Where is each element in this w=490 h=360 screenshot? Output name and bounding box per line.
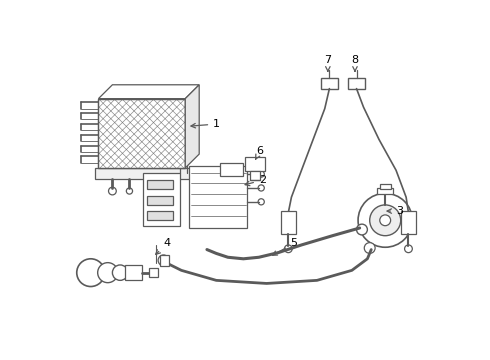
Bar [250,171,260,180]
Circle shape [108,187,116,195]
Bar [380,184,391,189]
Circle shape [258,171,264,177]
Circle shape [251,160,259,168]
Circle shape [150,269,158,276]
Circle shape [77,259,105,287]
Bar [189,166,247,228]
Bar [147,211,173,220]
Bar [220,163,244,176]
Circle shape [126,188,133,194]
Text: 3: 3 [387,206,403,216]
Text: 1: 1 [191,119,220,129]
Circle shape [357,224,368,235]
Bar [98,99,185,168]
Circle shape [358,193,412,247]
Circle shape [158,255,169,266]
Circle shape [112,265,128,280]
Text: 2: 2 [245,175,266,186]
Circle shape [258,199,264,205]
Polygon shape [98,85,199,99]
Text: 7: 7 [324,55,331,71]
Text: 5: 5 [272,238,297,255]
Bar [125,265,142,280]
Bar [377,188,393,194]
Bar [98,99,185,168]
Circle shape [405,245,412,253]
Bar [98,99,185,168]
Circle shape [369,205,401,236]
Bar [96,168,199,179]
Circle shape [98,263,118,283]
Bar [321,78,338,89]
Bar [149,268,158,277]
Bar [281,211,296,234]
Circle shape [380,215,391,226]
Bar [401,211,416,234]
Text: 6: 6 [256,146,264,159]
Bar [143,172,180,226]
Bar [245,157,265,171]
Circle shape [258,185,264,191]
Bar [348,78,365,89]
Bar [160,255,169,266]
Circle shape [364,243,375,253]
Circle shape [285,245,292,253]
Polygon shape [185,85,199,168]
Text: 8: 8 [351,55,359,71]
Bar [147,195,173,205]
Text: 4: 4 [156,238,171,255]
Bar [147,180,173,189]
